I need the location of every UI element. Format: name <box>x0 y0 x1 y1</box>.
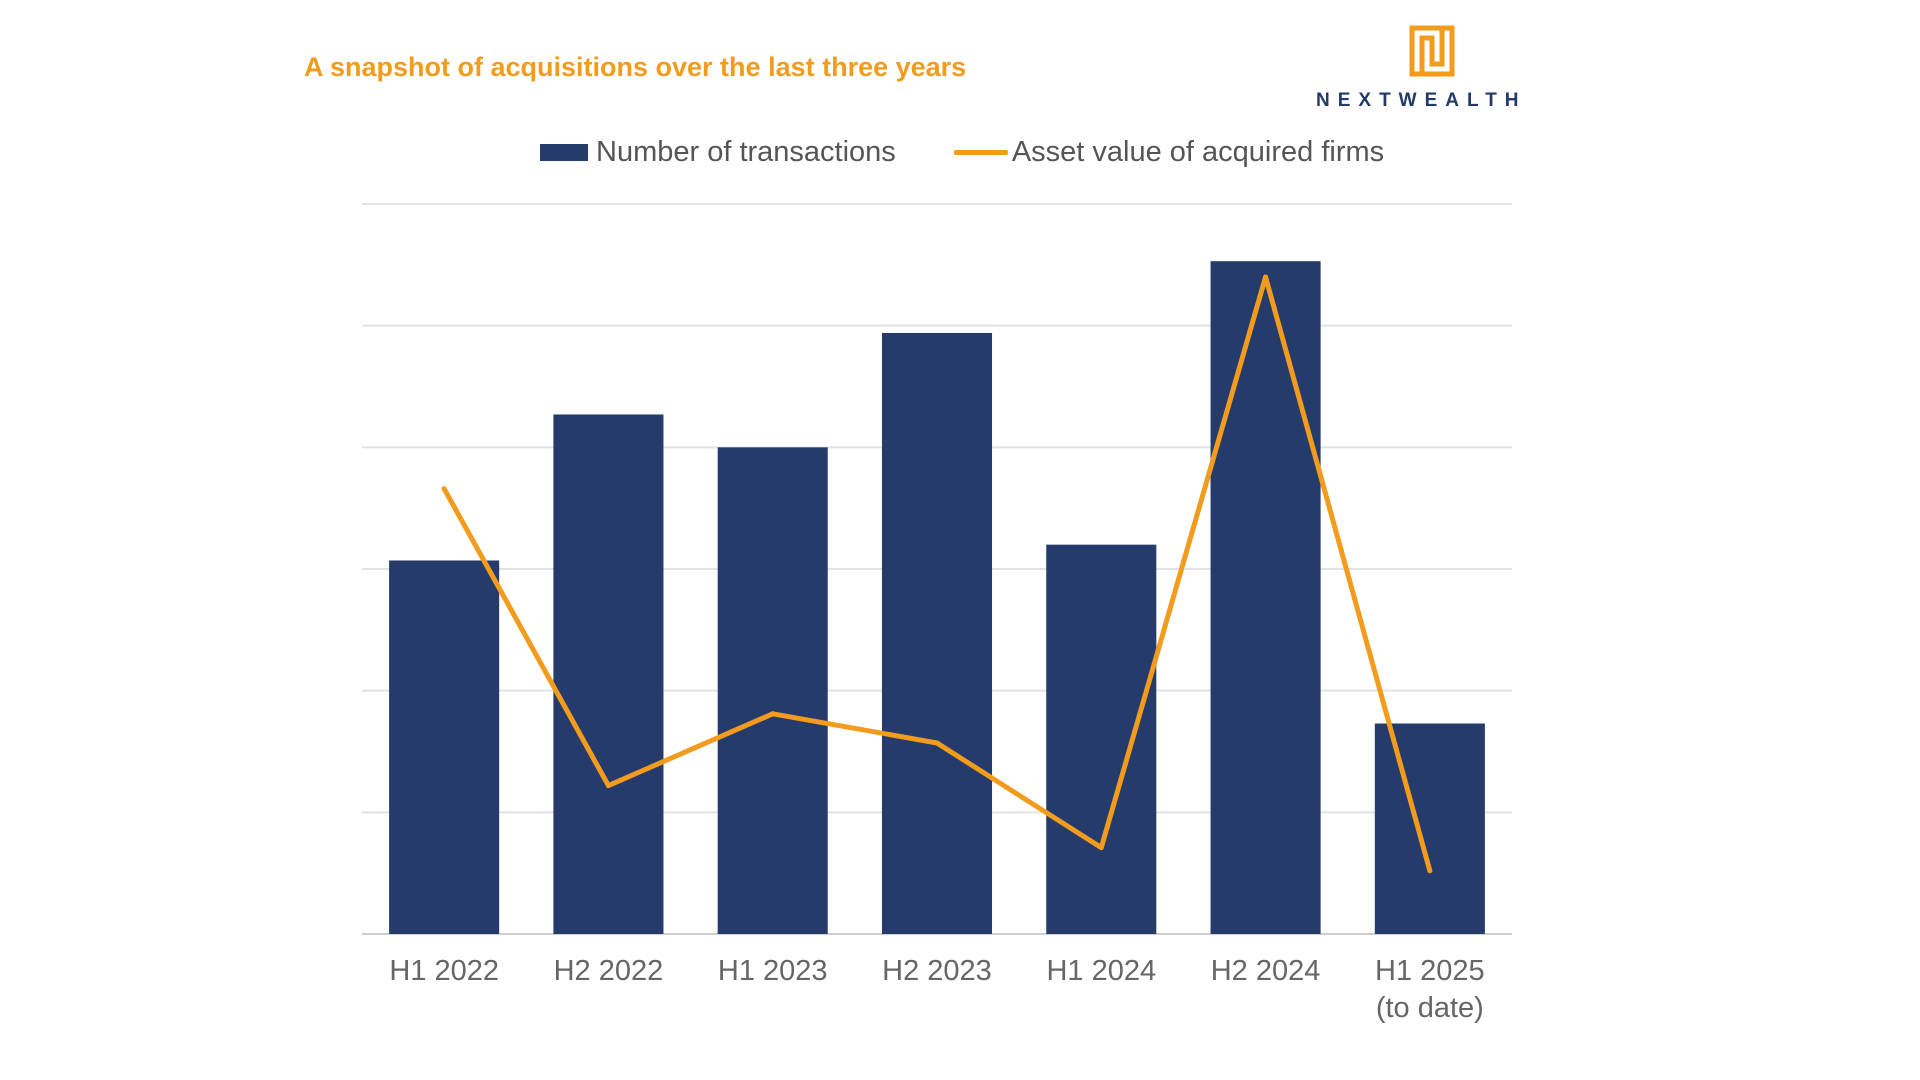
line-point-3 <box>934 740 940 746</box>
x-tick-label-line: H2 2022 <box>554 955 664 987</box>
x-tick-label-4: H1 2024 <box>1046 955 1156 987</box>
bar-2 <box>717 447 828 934</box>
x-axis-tick-labels: H1 2022 H2 2022 H1 2023 H2 2023 H1 2024 H2 20… <box>389 955 1484 1024</box>
line-point-5 <box>1263 274 1269 280</box>
x-tick-label-line: H1 2023 <box>718 955 828 987</box>
x-tick-label-5: H2 2024 <box>1211 955 1321 987</box>
legend-label-line: Asset value of acquired firms <box>1011 135 1385 168</box>
bar-4 <box>1046 544 1157 934</box>
legend-swatch-bar <box>540 143 588 161</box>
line-point-2 <box>770 711 776 717</box>
line-series <box>441 274 1433 874</box>
line-point-0 <box>441 486 447 492</box>
x-tick-label-line: H1 2025 <box>1375 955 1485 987</box>
x-tick-label-1: H2 2022 <box>554 955 664 987</box>
bar-1 <box>553 414 664 934</box>
x-tick-label-line: H2 2024 <box>1211 955 1321 987</box>
legend-item-bars: Number of transactions <box>540 136 896 169</box>
x-tick-label-line: H2 2023 <box>882 955 992 987</box>
line-point-6 <box>1427 868 1433 874</box>
bar-6 <box>1374 723 1485 934</box>
chart-legend: Number of transactions Asset value of ac… <box>540 132 1442 172</box>
bar-5 <box>1210 261 1321 934</box>
bar-3 <box>881 332 993 934</box>
x-tick-label-0: H1 2022 <box>389 955 499 987</box>
bar-series <box>389 261 1485 934</box>
line-point-4 <box>1098 845 1104 851</box>
x-tick-label-line: H1 2022 <box>389 955 499 987</box>
x-tick-label-line: H1 2024 <box>1046 955 1156 987</box>
nextwealth-logo-icon <box>1409 25 1455 77</box>
legend-item-line: Asset value of acquired firms <box>953 135 1385 169</box>
chart-title: A snapshot of acquisitions over the last… <box>304 52 967 82</box>
x-tick-label-2: H1 2023 <box>718 955 828 987</box>
x-tick-label-6: H1 2025 (to date) <box>1375 955 1485 1024</box>
x-tick-label-line: (to date) <box>1376 992 1484 1024</box>
legend-swatch-line <box>953 149 1008 155</box>
bar-0 <box>389 560 500 934</box>
brand-name: NEXTWEALTH <box>1316 90 1527 111</box>
line-point-1 <box>605 783 611 789</box>
brand: NEXTWEALTH <box>1300 18 1580 118</box>
x-tick-label-3: H2 2023 <box>882 955 992 987</box>
legend-label-bars: Number of transactions <box>596 135 896 168</box>
